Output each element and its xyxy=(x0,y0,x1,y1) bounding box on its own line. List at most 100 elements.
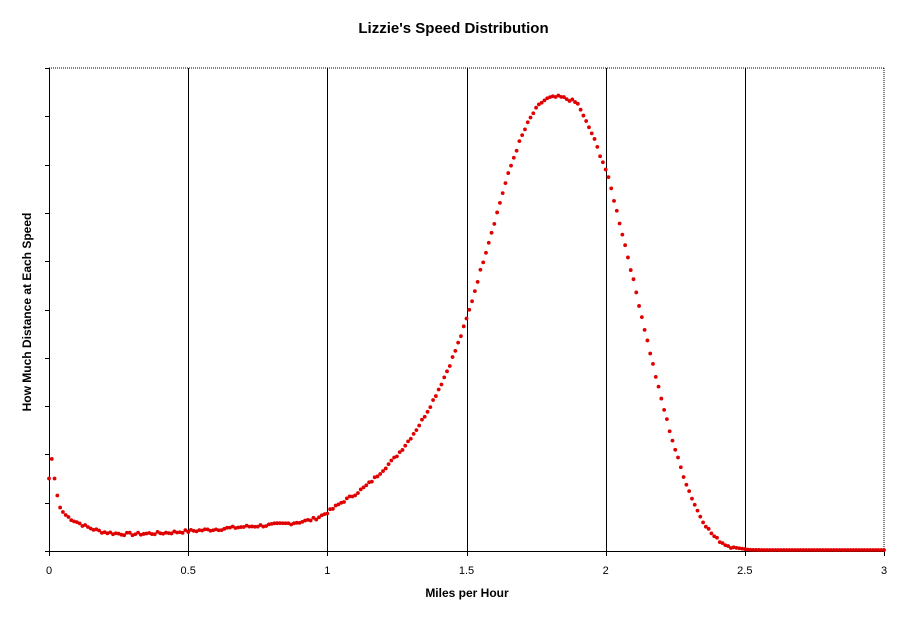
data-point-237 xyxy=(706,526,711,531)
data-point-223 xyxy=(667,429,672,434)
data-point-157 xyxy=(484,250,488,255)
data-point-291 xyxy=(857,548,861,552)
data-point-142 xyxy=(442,375,447,380)
data-point-251 xyxy=(745,547,750,552)
data-point-289 xyxy=(851,548,856,552)
data-point-121 xyxy=(383,466,388,471)
data-point-112 xyxy=(358,487,363,492)
data-point-128 xyxy=(403,443,408,448)
data-point-216 xyxy=(648,351,653,356)
data-point-127 xyxy=(400,448,405,452)
data-point-258 xyxy=(765,548,769,552)
data-point-300 xyxy=(882,548,886,552)
data-point-58 xyxy=(208,528,213,533)
data-point-287 xyxy=(845,548,850,552)
data-point-292 xyxy=(859,548,864,552)
data-point-274 xyxy=(809,548,814,552)
data-point-83 xyxy=(278,521,282,526)
data-point-225 xyxy=(673,447,678,452)
data-point-231 xyxy=(690,496,694,501)
data-point-298 xyxy=(876,548,881,552)
data-point-154 xyxy=(475,280,480,284)
x-tick-label-6: 3 xyxy=(881,565,887,577)
data-point-170 xyxy=(520,133,525,138)
plot-frame xyxy=(49,67,885,551)
data-point-24 xyxy=(113,531,118,536)
data-point-214 xyxy=(642,327,647,332)
data-point-167 xyxy=(511,155,516,160)
data-point-166 xyxy=(509,163,513,168)
data-point-46 xyxy=(175,530,179,535)
axes xyxy=(49,68,884,552)
data-point-190 xyxy=(575,101,580,106)
data-point-260 xyxy=(770,548,775,552)
vertical-gridlines xyxy=(188,68,746,551)
data-point-224 xyxy=(670,438,675,443)
data-point-278 xyxy=(820,548,825,552)
data-point-6 xyxy=(63,513,68,517)
data-point-280 xyxy=(826,548,831,552)
data-point-2 xyxy=(52,476,57,481)
data-point-270 xyxy=(798,548,803,552)
data-point-75 xyxy=(255,524,260,529)
data-point-11 xyxy=(77,521,82,526)
data-point-244 xyxy=(726,544,731,548)
data-point-212 xyxy=(637,304,641,308)
data-point-230 xyxy=(687,489,692,494)
data-point-102 xyxy=(331,506,335,511)
y-axis-label: How Much Distance at Each Speed xyxy=(20,212,34,412)
data-point-73 xyxy=(250,524,255,529)
data-point-37 xyxy=(150,532,154,536)
data-point-176 xyxy=(536,102,541,107)
data-point-100 xyxy=(325,511,330,516)
x-tick-label-1: 0.5 xyxy=(181,565,196,577)
data-point-129 xyxy=(406,439,410,444)
data-point-27 xyxy=(122,533,127,538)
data-point-131 xyxy=(411,432,416,436)
data-point-254 xyxy=(754,548,758,552)
data-point-144 xyxy=(447,364,452,368)
data-point-150 xyxy=(464,316,469,321)
data-point-194 xyxy=(587,125,591,130)
data-point-118 xyxy=(375,474,380,479)
data-point-201 xyxy=(606,175,611,180)
data-point-234 xyxy=(698,514,703,519)
data-point-84 xyxy=(280,521,285,526)
data-point-119 xyxy=(378,472,383,476)
data-point-116 xyxy=(369,479,374,484)
data-point-185 xyxy=(562,95,566,99)
data-point-111 xyxy=(356,491,360,495)
data-point-164 xyxy=(503,181,508,186)
chart-title: Lizzie's Speed Distribution xyxy=(358,20,549,37)
data-point-107 xyxy=(344,496,349,501)
data-point-248 xyxy=(737,546,742,551)
data-point-226 xyxy=(676,455,680,460)
data-point-168 xyxy=(514,148,519,153)
data-point-262 xyxy=(776,548,781,552)
data-point-177 xyxy=(539,100,544,105)
data-point-149 xyxy=(461,324,466,329)
data-point-108 xyxy=(347,494,352,499)
data-point-120 xyxy=(381,469,385,473)
data-point-143 xyxy=(445,369,449,374)
data-point-204 xyxy=(614,208,619,213)
data-point-69 xyxy=(239,525,243,529)
data-point-66 xyxy=(230,524,235,529)
data-point-227 xyxy=(678,465,683,470)
data-point-184 xyxy=(559,95,564,99)
data-point-155 xyxy=(478,267,483,272)
data-point-238 xyxy=(709,531,714,536)
data-point-235 xyxy=(701,520,705,525)
data-point-175 xyxy=(534,105,538,110)
data-point-133 xyxy=(417,423,422,428)
x-tick-label-4: 2 xyxy=(603,565,609,577)
data-point-196 xyxy=(592,137,597,141)
data-point-38 xyxy=(152,532,157,537)
data-point-3 xyxy=(55,493,60,498)
data-point-138 xyxy=(431,398,435,402)
data-point-81 xyxy=(272,521,277,526)
data-point-134 xyxy=(420,417,424,422)
data-point-101 xyxy=(328,507,333,512)
data-point-18 xyxy=(97,528,101,533)
data-point-284 xyxy=(837,548,842,552)
